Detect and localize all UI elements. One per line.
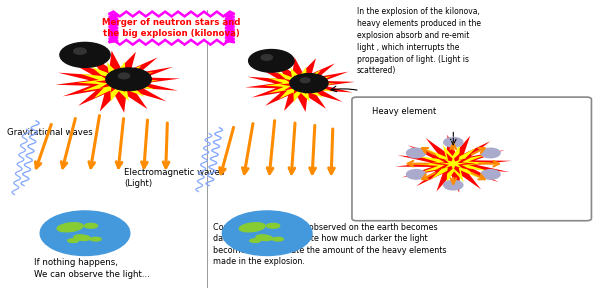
Ellipse shape: [91, 237, 101, 241]
Text: Consequently, the light observed on the earth becomes
darker. If we can calculat: Consequently, the light observed on the …: [214, 223, 447, 266]
FancyBboxPatch shape: [352, 97, 592, 221]
Circle shape: [444, 180, 463, 190]
Circle shape: [223, 211, 312, 256]
Circle shape: [60, 42, 110, 68]
Polygon shape: [280, 75, 320, 94]
Circle shape: [407, 169, 425, 179]
Ellipse shape: [239, 223, 265, 232]
Polygon shape: [77, 62, 158, 101]
Circle shape: [106, 68, 151, 91]
Ellipse shape: [266, 224, 280, 228]
Text: Heavy element: Heavy element: [371, 107, 436, 116]
Polygon shape: [289, 79, 311, 90]
Circle shape: [290, 74, 328, 93]
Circle shape: [301, 78, 310, 82]
Ellipse shape: [256, 235, 272, 241]
Circle shape: [444, 137, 463, 147]
Text: In the explosion of the kilonova,
heavy elements produced in the
explosion absor: In the explosion of the kilonova, heavy …: [357, 7, 481, 75]
Polygon shape: [105, 75, 131, 88]
Ellipse shape: [68, 239, 79, 242]
Circle shape: [74, 48, 86, 54]
Polygon shape: [265, 67, 335, 102]
Polygon shape: [109, 12, 235, 45]
Polygon shape: [395, 135, 512, 193]
Text: Gravitational waves: Gravitational waves: [7, 128, 93, 137]
Circle shape: [40, 211, 130, 256]
Polygon shape: [440, 157, 466, 170]
Polygon shape: [415, 145, 492, 183]
Text: If nothing happens,
We can observe the light...: If nothing happens, We can observe the l…: [34, 259, 150, 279]
Circle shape: [118, 73, 130, 79]
Circle shape: [481, 169, 500, 179]
Polygon shape: [431, 153, 476, 174]
Circle shape: [407, 148, 425, 158]
Ellipse shape: [57, 223, 83, 232]
Circle shape: [248, 50, 294, 72]
Polygon shape: [245, 57, 355, 112]
Circle shape: [481, 148, 500, 158]
Text: Merger of neutron stars and
the big explosion (kilonova): Merger of neutron stars and the big expl…: [103, 18, 241, 38]
Ellipse shape: [85, 224, 98, 228]
Circle shape: [261, 55, 272, 60]
Polygon shape: [95, 71, 140, 92]
Ellipse shape: [250, 239, 260, 242]
Ellipse shape: [272, 237, 283, 241]
Text: Electromagnetic waves
(Light): Electromagnetic waves (Light): [124, 168, 224, 188]
Polygon shape: [55, 51, 180, 113]
Ellipse shape: [74, 235, 90, 241]
